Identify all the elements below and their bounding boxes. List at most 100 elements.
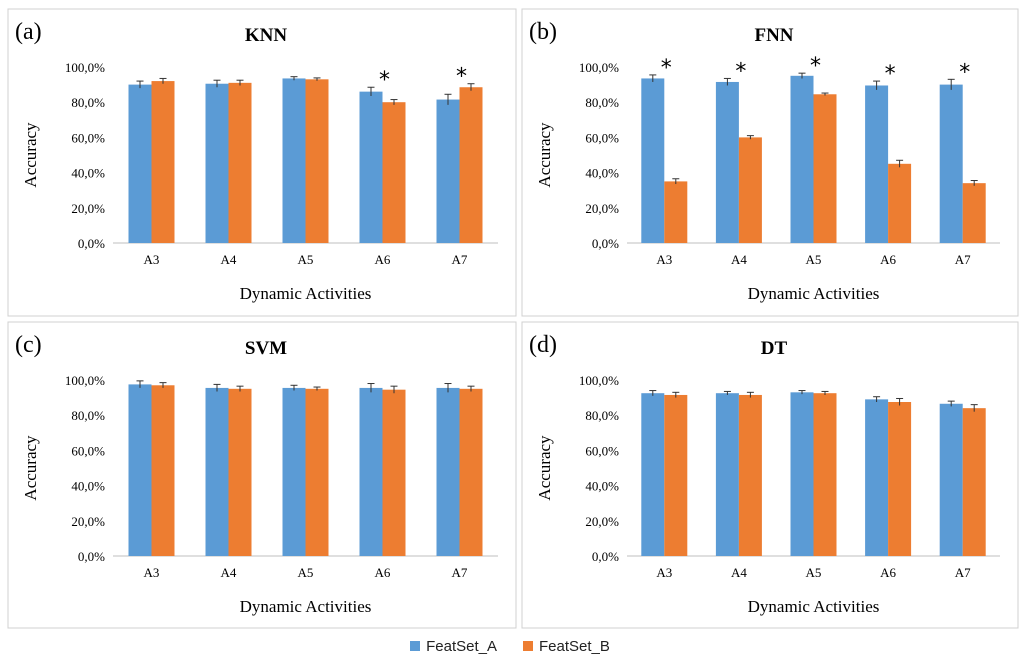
- x-tick-label-dt: A3: [656, 565, 672, 580]
- bar-svm-a5-s2: [305, 388, 329, 556]
- x-axis-title-svm: Dynamic Activities: [240, 597, 372, 616]
- bar-svm-a4-s1: [205, 387, 229, 556]
- legend-item-featset-b: FeatSet_B: [523, 638, 610, 655]
- y-tick-label-knn: 0,0%: [78, 236, 105, 251]
- legend-item-featset-a: FeatSet_A: [410, 638, 497, 655]
- bar-svm-a4-s2: [228, 388, 252, 556]
- y-tick-label-knn: 40,0%: [71, 166, 105, 181]
- bar-svm-a6-s1: [359, 387, 383, 556]
- bar-fnn-a4-s2: [738, 137, 762, 243]
- y-tick-label-dt: 100,0%: [579, 373, 619, 388]
- figure-canvas: (a) KNN 0,0% 20,0% 40,0% 60,0% 80,0% 100,0% Accu…: [7, 8, 1019, 629]
- bar-fnn-a5-s2: [813, 94, 837, 243]
- y-tick-label-fnn: 40,0%: [585, 166, 619, 181]
- y-axis-title-dt: Accuracy: [535, 435, 554, 501]
- y-tick-label-svm: 40,0%: [71, 479, 105, 494]
- y-tick-label-dt: 0,0%: [592, 549, 619, 564]
- y-axis-title-fnn: Accuracy: [535, 122, 554, 188]
- bar-knn-a3-s1: [128, 84, 152, 243]
- bar-knn-a4-s2: [228, 82, 252, 243]
- x-tick-label-dt: A4: [731, 565, 747, 580]
- x-tick-label-knn: A5: [298, 252, 314, 267]
- bar-knn-a7-s2: [459, 87, 483, 244]
- x-tick-label-fnn: A4: [731, 252, 747, 267]
- x-tick-label-dt: A7: [955, 565, 971, 580]
- x-tick-label-svm: A3: [144, 565, 160, 580]
- y-tick-label-svm: 80,0%: [71, 408, 105, 423]
- panel-frame-fnn: [521, 8, 1019, 317]
- bar-knn-a6-s1: [359, 91, 383, 243]
- x-tick-label-knn: A3: [144, 252, 160, 267]
- panel-label-svm: (c): [15, 332, 42, 358]
- y-tick-label-knn: 100,0%: [65, 60, 105, 75]
- y-tick-label-knn: 80,0%: [71, 95, 105, 110]
- chart-title-svm: SVM: [245, 338, 287, 359]
- x-tick-label-fnn: A7: [955, 252, 971, 267]
- bar-fnn-a3-s2: [664, 181, 688, 243]
- y-tick-label-svm: 60,0%: [71, 443, 105, 458]
- x-axis-title-fnn: Dynamic Activities: [748, 284, 880, 303]
- significance-mark-fnn: *: [885, 62, 896, 87]
- bar-fnn-a5-s1: [790, 75, 814, 243]
- bar-fnn-a3-s1: [641, 78, 665, 243]
- bar-fnn-a6-s1: [865, 85, 889, 243]
- bar-dt-a4-s1: [715, 393, 739, 556]
- bar-dt-a4-s2: [738, 394, 762, 556]
- significance-mark-fnn: *: [735, 59, 746, 84]
- significance-mark-fnn: *: [959, 60, 970, 85]
- bar-svm-a3-s2: [151, 385, 175, 556]
- bar-dt-a7-s2: [962, 408, 986, 556]
- legend-label-featset-a: FeatSet_A: [426, 637, 497, 655]
- bar-dt-a6-s2: [888, 402, 912, 556]
- significance-mark-knn: *: [456, 65, 467, 90]
- x-axis-title-knn: Dynamic Activities: [240, 284, 372, 303]
- significance-mark-knn: *: [379, 68, 390, 93]
- bar-knn-a6-s2: [382, 102, 406, 243]
- panel-label-knn: (a): [15, 19, 42, 45]
- panel-label-fnn: (b): [529, 19, 557, 45]
- bar-svm-a7-s2: [459, 388, 483, 556]
- x-tick-label-svm: A6: [375, 565, 391, 580]
- x-tick-label-svm: A4: [221, 565, 237, 580]
- y-tick-label-fnn: 100,0%: [579, 60, 619, 75]
- y-tick-label-svm: 20,0%: [71, 514, 105, 529]
- x-tick-label-svm: A7: [452, 565, 468, 580]
- bar-fnn-a7-s1: [939, 84, 963, 243]
- bar-knn-a5-s1: [282, 78, 306, 243]
- y-axis-title-svm: Accuracy: [21, 435, 40, 501]
- bar-svm-a7-s1: [436, 387, 460, 556]
- x-tick-label-knn: A4: [221, 252, 237, 267]
- bar-svm-a6-s2: [382, 389, 406, 556]
- panel-frame-knn: [7, 8, 517, 317]
- panel-frame-dt: [521, 321, 1019, 629]
- significance-mark-fnn: *: [810, 54, 821, 79]
- y-tick-label-fnn: 80,0%: [585, 95, 619, 110]
- bar-svm-a3-s1: [128, 384, 152, 556]
- x-tick-label-fnn: A5: [806, 252, 822, 267]
- legend: FeatSet_A FeatSet_B: [0, 634, 1020, 658]
- y-tick-label-fnn: 60,0%: [585, 130, 619, 145]
- y-tick-label-fnn: 20,0%: [585, 201, 619, 216]
- panel-frame-svm: [7, 321, 517, 629]
- bar-knn-a5-s2: [305, 79, 329, 243]
- bar-dt-a5-s1: [790, 392, 814, 556]
- y-tick-label-svm: 0,0%: [78, 549, 105, 564]
- bar-dt-a6-s1: [865, 399, 889, 556]
- bar-knn-a3-s2: [151, 81, 175, 243]
- y-tick-label-fnn: 0,0%: [592, 236, 619, 251]
- bar-fnn-a6-s2: [888, 163, 912, 243]
- x-tick-label-dt: A6: [880, 565, 896, 580]
- bar-dt-a3-s2: [664, 394, 688, 556]
- y-tick-label-knn: 60,0%: [71, 130, 105, 145]
- bar-dt-a7-s1: [939, 403, 963, 556]
- x-tick-label-svm: A5: [298, 565, 314, 580]
- y-tick-label-dt: 80,0%: [585, 408, 619, 423]
- significance-mark-fnn: *: [661, 56, 672, 81]
- bar-svm-a5-s1: [282, 387, 306, 556]
- bar-fnn-a4-s1: [715, 81, 739, 244]
- legend-swatch-featset-a: [410, 641, 421, 651]
- x-tick-label-knn: A7: [452, 252, 468, 267]
- chart-title-knn: KNN: [245, 25, 288, 46]
- bar-knn-a4-s1: [205, 83, 229, 243]
- bar-fnn-a7-s2: [962, 183, 986, 243]
